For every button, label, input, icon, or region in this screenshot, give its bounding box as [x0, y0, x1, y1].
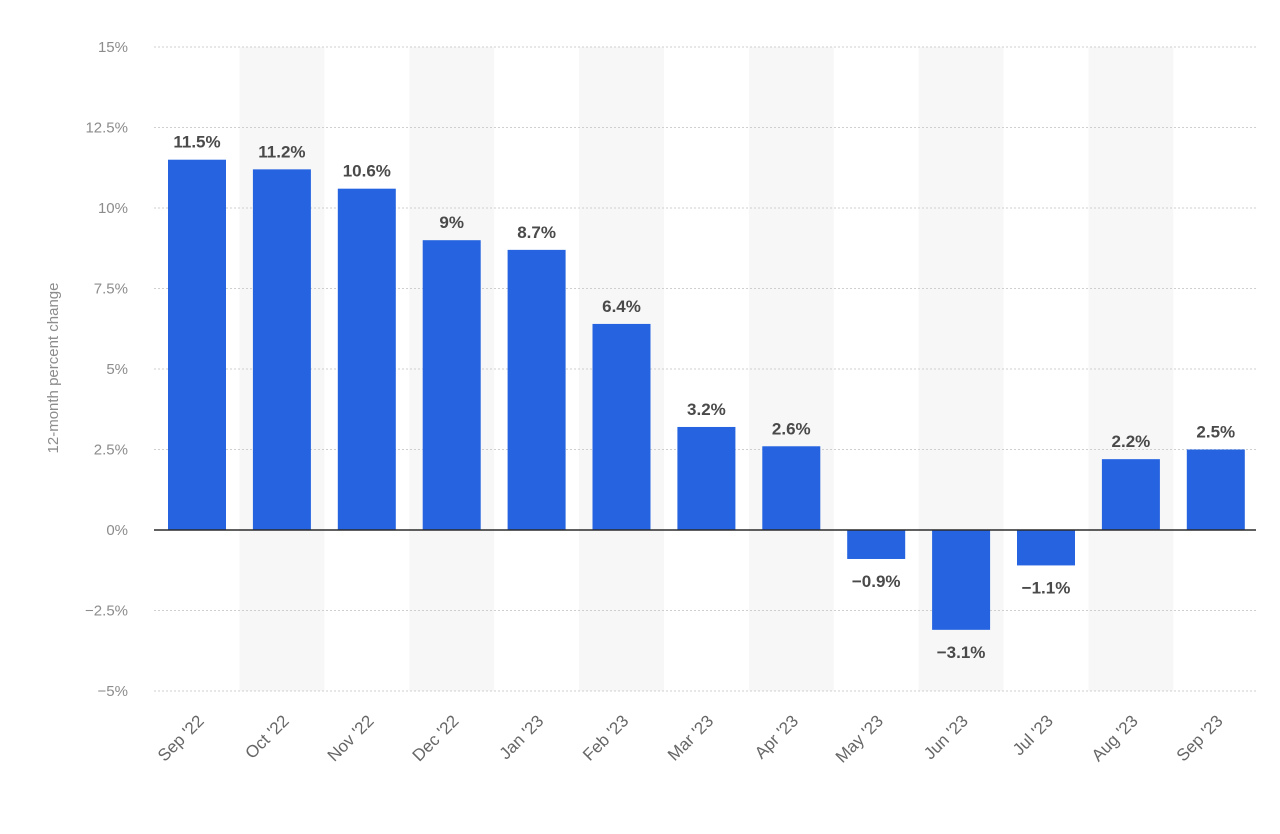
x-tick-label: Jul '23 [1009, 711, 1057, 759]
data-label: −3.1% [937, 643, 986, 662]
bar [252, 169, 311, 531]
x-tick-label: Jun '23 [920, 711, 972, 763]
y-tick-label: −5% [98, 683, 128, 700]
x-tick-label: Nov '22 [324, 711, 378, 765]
bar [337, 188, 396, 530]
data-label: 8.7% [517, 223, 556, 242]
data-label: 2.2% [1112, 432, 1151, 451]
bar [168, 159, 226, 530]
bar [592, 323, 651, 530]
y-tick-label: 12.5% [85, 120, 128, 137]
data-label: 11.5% [173, 133, 220, 152]
y-axis-tick-labels: 15% 12.5% 10% 7.5% 5% 2.5% 0% −2.5% −5% [85, 39, 128, 700]
bars [168, 159, 1245, 630]
bar [762, 446, 821, 530]
x-tick-label: Sep '22 [154, 711, 208, 765]
bar [1101, 459, 1160, 530]
y-tick-label: −2.5% [85, 603, 128, 620]
x-tick-label: Sep '23 [1173, 711, 1227, 765]
bar [1186, 449, 1245, 530]
x-tick-label: Dec '22 [409, 711, 463, 765]
bar [507, 249, 566, 531]
data-label: 11.2% [258, 142, 305, 161]
x-tick-label: May '23 [832, 711, 887, 766]
value-labels: 11.5% 11.2% 10.6% 9% 8.7% 6.4% 3.2% 2.6% −0.9% −3… [173, 133, 1235, 662]
x-tick-label: Mar '23 [664, 711, 717, 764]
data-label: 9% [439, 213, 464, 232]
data-label: 3.2% [687, 400, 726, 419]
y-tick-label: 0% [106, 522, 128, 539]
x-axis-tick-labels: Sep '22 Oct '22 Nov '22 Dec '22 Jan '23 Feb '… [154, 711, 1227, 766]
bar [847, 530, 906, 559]
y-tick-label: 7.5% [94, 281, 128, 298]
bar [422, 240, 481, 530]
x-tick-label: Jan '23 [496, 711, 548, 763]
y-tick-label: 15% [98, 39, 128, 56]
data-label: 10.6% [343, 162, 391, 181]
bar [1017, 530, 1075, 566]
data-label: −1.1% [1022, 578, 1071, 597]
bar [677, 426, 736, 530]
y-tick-label: 10% [98, 200, 128, 217]
x-tick-label: Oct '22 [242, 711, 293, 762]
bar [932, 530, 991, 630]
data-label: 2.5% [1196, 423, 1235, 442]
x-tick-label: Feb '23 [579, 711, 632, 764]
x-tick-label: Apr '23 [751, 711, 802, 762]
data-label: 2.6% [772, 419, 811, 438]
y-axis-title: 12-month percent change [45, 283, 62, 454]
x-tick-label: Aug '23 [1088, 711, 1142, 765]
data-label: 6.4% [602, 297, 641, 316]
data-label: −0.9% [852, 572, 901, 591]
y-tick-label: 2.5% [94, 442, 128, 459]
y-tick-label: 5% [106, 361, 128, 378]
